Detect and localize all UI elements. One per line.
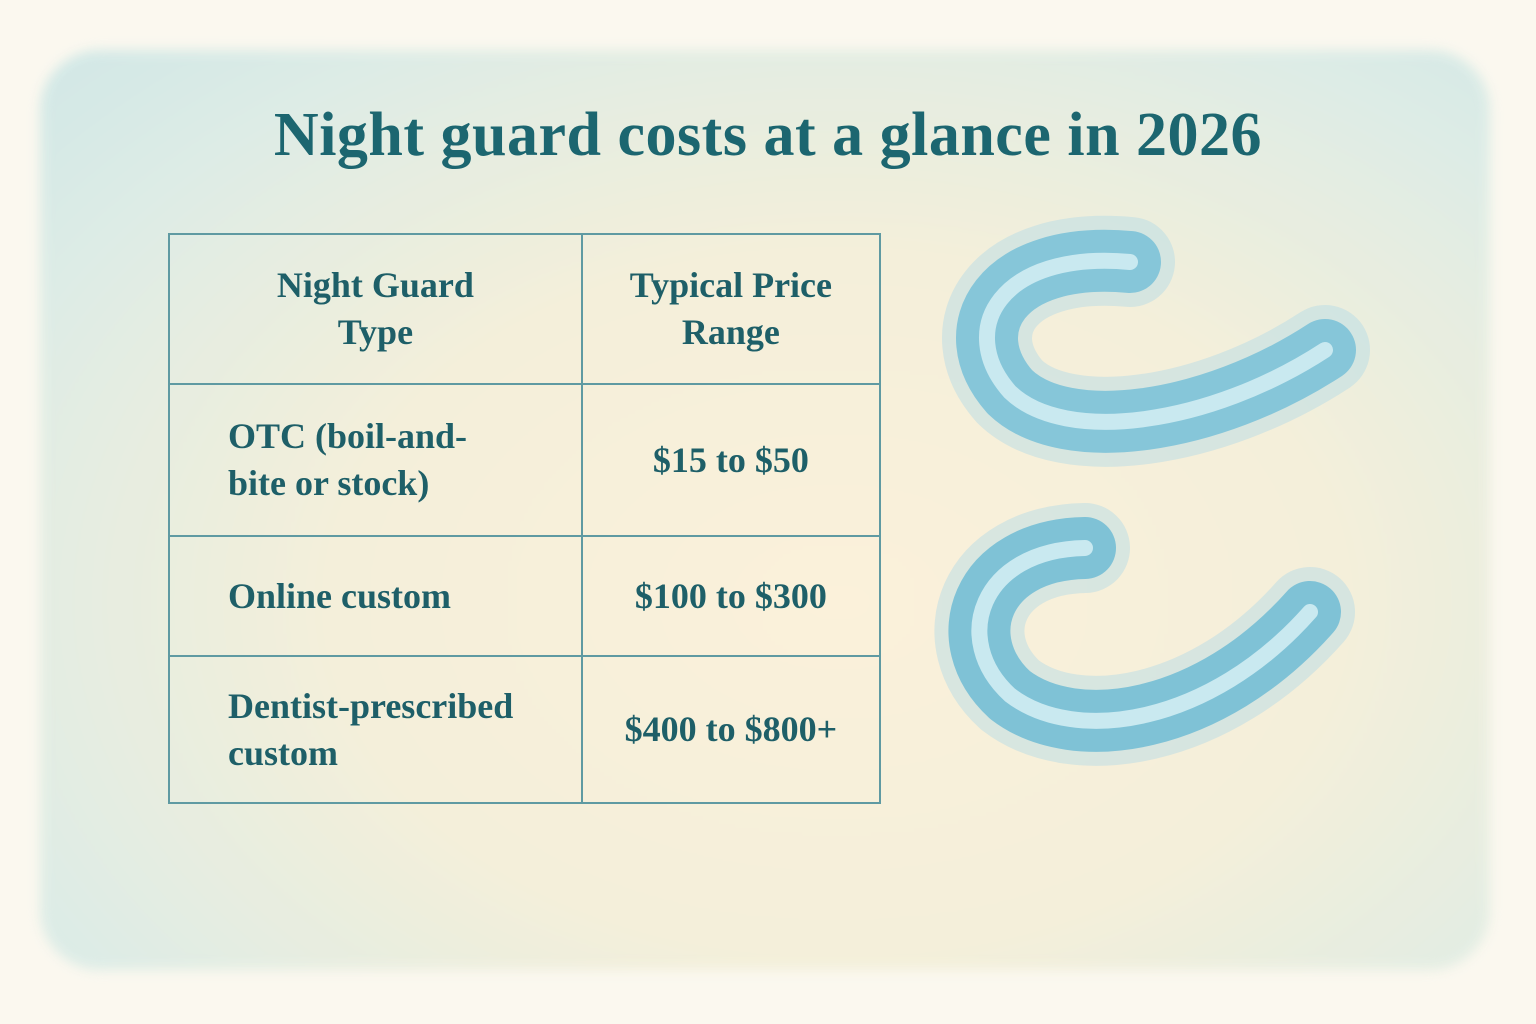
cell: OTC (boil-and-bite or stock) <box>168 383 583 537</box>
night-guard-top <box>942 215 1370 467</box>
column-header: Typical Price Range <box>580 233 882 385</box>
title: Night guard costs at a glance in 2026 <box>273 101 1263 169</box>
header-text: Typical Price Range <box>629 265 833 352</box>
row: Online custom $100 to $300 <box>168 535 882 657</box>
price-table: Night Guard Type Typical Price Range OTC… <box>168 233 882 804</box>
cell-text: Dentist-prescribed custom <box>228 685 514 773</box>
row: Dentist-prescribed custom $400 to $800+ <box>168 655 882 804</box>
cell: Online custom <box>168 535 583 657</box>
cell: Dentist-prescribed custom <box>168 655 583 804</box>
night-guard-bottom <box>934 503 1355 766</box>
header-text: Night Guard Type <box>276 265 474 352</box>
column-header: Night Guard Type <box>168 233 583 385</box>
cell: $100 to $300 <box>580 535 882 657</box>
header-row: Night Guard Type Typical Price Range <box>168 233 882 385</box>
cell: $15 to $50 <box>580 383 882 537</box>
cell-text: Online custom <box>228 575 452 616</box>
cell-text: OTC (boil-and-bite or stock) <box>228 416 468 503</box>
cell: $400 to $800+ <box>580 655 882 804</box>
row: OTC (boil-and-bite or stock) $15 to $50 <box>168 383 882 537</box>
